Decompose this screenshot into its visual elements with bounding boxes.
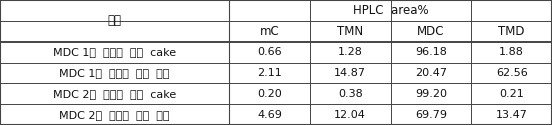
Text: 96.18: 96.18 xyxy=(415,47,447,57)
Text: 0.20: 0.20 xyxy=(257,89,282,99)
Text: 4.69: 4.69 xyxy=(257,110,282,120)
Text: 69.79: 69.79 xyxy=(415,110,447,120)
Text: 2.11: 2.11 xyxy=(257,68,282,78)
Text: MDC 1차  결정화  여과  cake: MDC 1차 결정화 여과 cake xyxy=(53,47,176,57)
Text: 0.21: 0.21 xyxy=(499,89,524,99)
Text: mC: mC xyxy=(259,25,279,38)
Text: 62.56: 62.56 xyxy=(496,68,528,78)
Text: TMD: TMD xyxy=(498,25,525,38)
Text: MDC 2차  결정화  여과  cake: MDC 2차 결정화 여과 cake xyxy=(53,89,176,99)
Text: 구분: 구분 xyxy=(108,14,121,27)
Text: 12.04: 12.04 xyxy=(335,110,366,120)
Text: 1.28: 1.28 xyxy=(338,47,363,57)
Text: TMN: TMN xyxy=(337,25,363,38)
Text: 20.47: 20.47 xyxy=(415,68,447,78)
Text: 99.20: 99.20 xyxy=(415,89,447,99)
Text: 14.87: 14.87 xyxy=(334,68,366,78)
Text: 0.66: 0.66 xyxy=(257,47,282,57)
Text: MDC 2차  결정화  여과  여액: MDC 2차 결정화 여과 여액 xyxy=(59,110,170,120)
Text: 13.47: 13.47 xyxy=(496,110,528,120)
Text: MDC 1차  결정화  여과  여액: MDC 1차 결정화 여과 여액 xyxy=(60,68,169,78)
Text: 1.88: 1.88 xyxy=(499,47,524,57)
Text: HPLC  area%: HPLC area% xyxy=(353,4,428,17)
Text: MDC: MDC xyxy=(417,25,445,38)
Text: 0.38: 0.38 xyxy=(338,89,363,99)
